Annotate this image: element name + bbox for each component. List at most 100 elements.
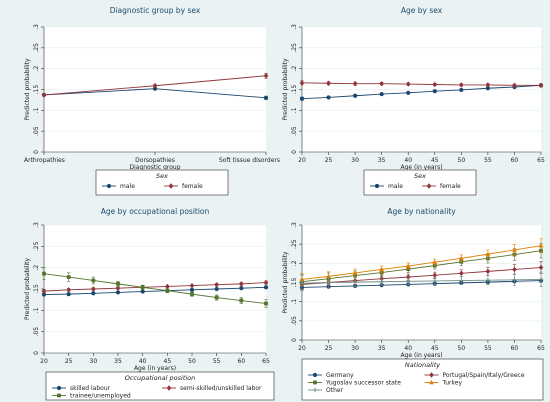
data-point-turkey (458, 255, 464, 261)
y-tick-label: .15 (33, 85, 40, 95)
legend-swatch-marker (374, 183, 380, 189)
legend-item-female: female (422, 183, 461, 190)
data-point-semi (66, 287, 71, 293)
y-axis-title: Predicted probability (282, 251, 289, 314)
data-point-other (459, 278, 464, 283)
series-line-turkey (301, 245, 542, 280)
legend-box (95, 169, 229, 196)
data-point-semi (91, 286, 96, 292)
legend-label: Germany (326, 372, 354, 379)
y-tick-label: .3 (291, 222, 298, 228)
chart-panel-4: 0 .05 .1 .15 .2 .25 .3 20 25 30 35 40 45 50 55 60 65 Age … (282, 207, 545, 401)
data-point-turkey (379, 266, 385, 272)
x-tick-label: 55 (484, 345, 492, 352)
x-tick-label: 60 (238, 358, 246, 365)
legend: Occupational position skilled labour semi-… (45, 371, 275, 401)
legend-item-male: male (370, 183, 403, 190)
legend-swatch-marker (166, 385, 172, 391)
data-point-other (432, 278, 437, 284)
x-tick-label: 25 (325, 345, 333, 352)
x-tick-label: 65 (537, 345, 545, 352)
x-tick-label: 25 (325, 157, 333, 164)
chart-title: Diagnostic group by sex (110, 6, 201, 15)
x-tick-label: 45 (164, 358, 172, 365)
x-tick-label: 60 (511, 345, 519, 352)
legend-item-turkey: Turkey (424, 380, 463, 387)
series-line-southern (301, 267, 542, 285)
x-tick-label: 40 (404, 157, 412, 164)
legend-item-male: male (102, 183, 135, 190)
legend-swatch-marker (106, 183, 112, 189)
data-point-other (512, 277, 517, 283)
chart-title: Age by sex (401, 6, 443, 15)
x-axis-title: Age (in years) (134, 365, 176, 372)
x-tick-label: 25 (65, 358, 73, 365)
legend-label: female (440, 183, 461, 190)
data-point-turkey (538, 243, 544, 248)
y-tick-label: .15 (33, 284, 40, 294)
y-tick-label: .3 (33, 222, 40, 228)
series-other (299, 271, 544, 292)
data-point-southern (538, 264, 544, 271)
data-point-southern (512, 266, 517, 273)
legend-swatch-marker (312, 387, 318, 393)
data-point-semi (263, 279, 269, 286)
data-point-female (379, 80, 384, 87)
x-tick-label: 30 (351, 157, 359, 164)
data-point-semi (214, 282, 219, 288)
data-point-turkey (352, 270, 358, 275)
y-axis-title: Predicted probability (24, 258, 31, 321)
data-point-skilled (214, 286, 219, 292)
data-point-male (459, 87, 464, 93)
y-tick-label: .05 (291, 126, 298, 136)
data-point-trainee (116, 281, 120, 286)
chart-panel-2: 0 .05 .1 .15 .2 .25 .3 20 25 30 35 40 45 50 55 60 65 Age … (282, 6, 545, 196)
data-point-skilled (91, 291, 96, 296)
x-tick-label: 20 (298, 345, 306, 352)
data-point-male (379, 91, 384, 97)
data-point-trainee (42, 271, 46, 276)
legend-swatch-marker (312, 372, 318, 378)
y-tick-label: .15 (291, 85, 298, 95)
series-line-trainee (43, 273, 267, 304)
x-tick-label: 45 (431, 345, 439, 352)
x-tick-label: 35 (378, 345, 386, 352)
data-point-female (512, 82, 517, 89)
data-point-skilled (115, 290, 121, 295)
series-male (299, 83, 544, 101)
legend-swatch-marker (57, 393, 61, 398)
chart-title: Age by occupational position (101, 207, 210, 216)
legend-item-semi: semi-skilled/unskilled labor (162, 385, 262, 392)
y-tick-label: 0 (33, 150, 40, 154)
series-female (41, 72, 269, 98)
data-point-female (432, 81, 438, 88)
legend-swatch-marker (168, 183, 174, 189)
series-female (299, 80, 544, 89)
data-point-trainee (140, 285, 145, 290)
data-point-skilled (66, 292, 71, 297)
data-point-female (299, 80, 305, 86)
legend-label: Portugal/Spain/Italy/Greece (443, 372, 525, 379)
x-tick-label: 60 (511, 157, 519, 164)
y-axis-title: Predicted probability (282, 58, 289, 121)
x-tick-label: 40 (139, 358, 147, 365)
series-skilled (41, 285, 269, 297)
legend-item-other: Other (308, 387, 344, 394)
x-tick-label: 55 (213, 358, 221, 365)
data-point-female (152, 83, 158, 89)
legend-label: female (182, 183, 203, 190)
legend-label: Other (326, 387, 344, 394)
legend-label: Turkey (442, 380, 463, 387)
data-point-trainee (91, 278, 96, 283)
x-tick-label: 65 (537, 157, 545, 164)
data-point-turkey (512, 247, 517, 252)
data-point-turkey (405, 263, 411, 268)
data-point-turkey (432, 259, 438, 264)
legend: Nationality Germany Portugal/Spain/Italy/G… (301, 358, 544, 401)
x-tick-label: 30 (351, 345, 359, 352)
y-tick-label: .2 (291, 66, 298, 72)
x-tick-label: 30 (90, 358, 98, 365)
data-point-other (379, 279, 384, 284)
legend-box (45, 371, 275, 401)
y-tick-label: .3 (291, 24, 298, 30)
